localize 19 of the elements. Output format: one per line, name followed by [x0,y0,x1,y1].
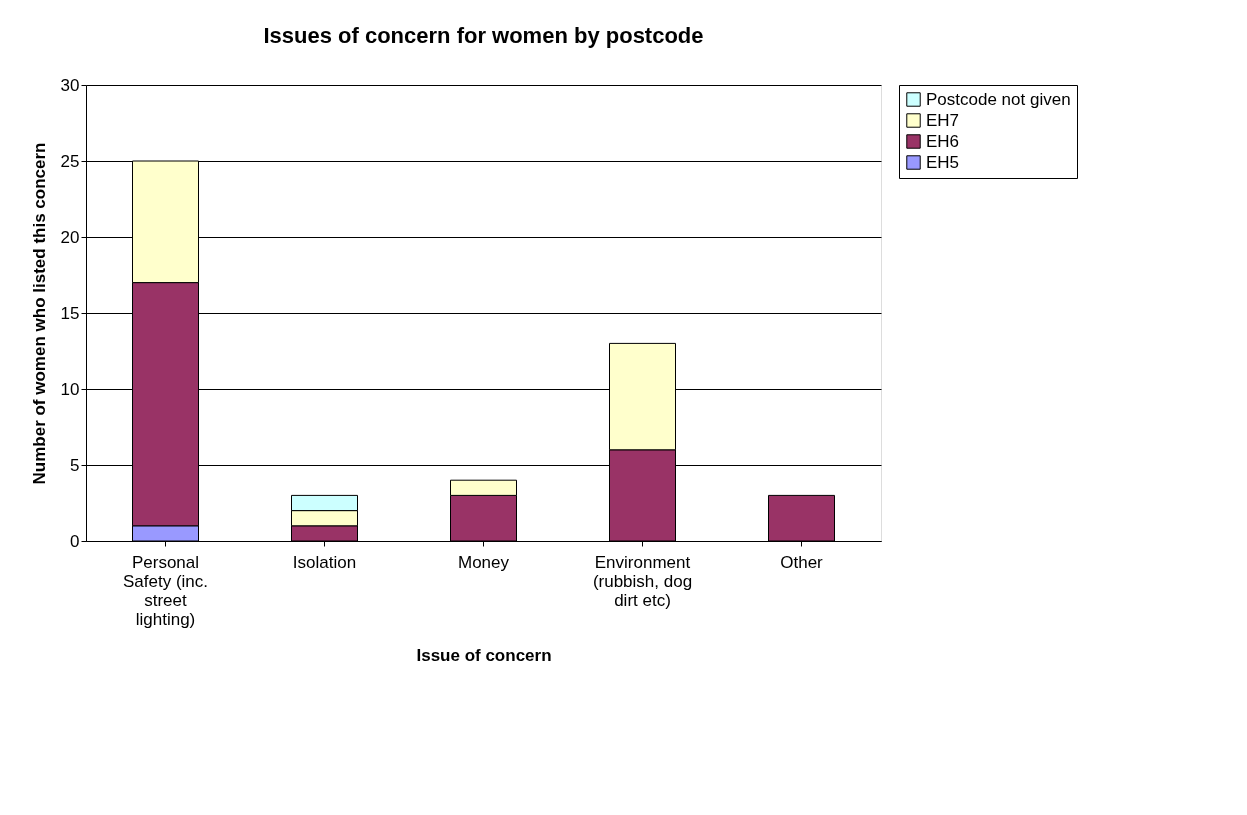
legend-label: EH6 [926,131,960,151]
y-tick-label: 5 [70,455,80,475]
chart-title: Issues of concern for women by postcode [263,23,704,48]
y-tick-label: 15 [60,303,80,323]
legend-label: Postcode not given [926,89,1071,109]
y-tick-label: 30 [60,75,80,95]
y-tick-label: 10 [60,379,80,399]
x-tick-label: Environment (rubbish, dog dirt etc) [592,552,693,610]
x-tick-label: Isolation [292,552,357,572]
x-tick-label: Money [457,552,510,572]
y-tick-label: 20 [60,227,80,247]
x-axis-title: Issue of concern [416,645,552,665]
y-tick-label: 0 [70,531,80,551]
legend-label: EH7 [926,110,960,130]
x-tick-label: Other [780,552,824,572]
y-tick-label: 25 [60,151,80,171]
legend-label: EH5 [926,152,960,172]
y-axis-title: Number of women who listed this concern [29,142,49,485]
x-tick-label: Personal Safety (inc. street lighting) [122,552,209,629]
